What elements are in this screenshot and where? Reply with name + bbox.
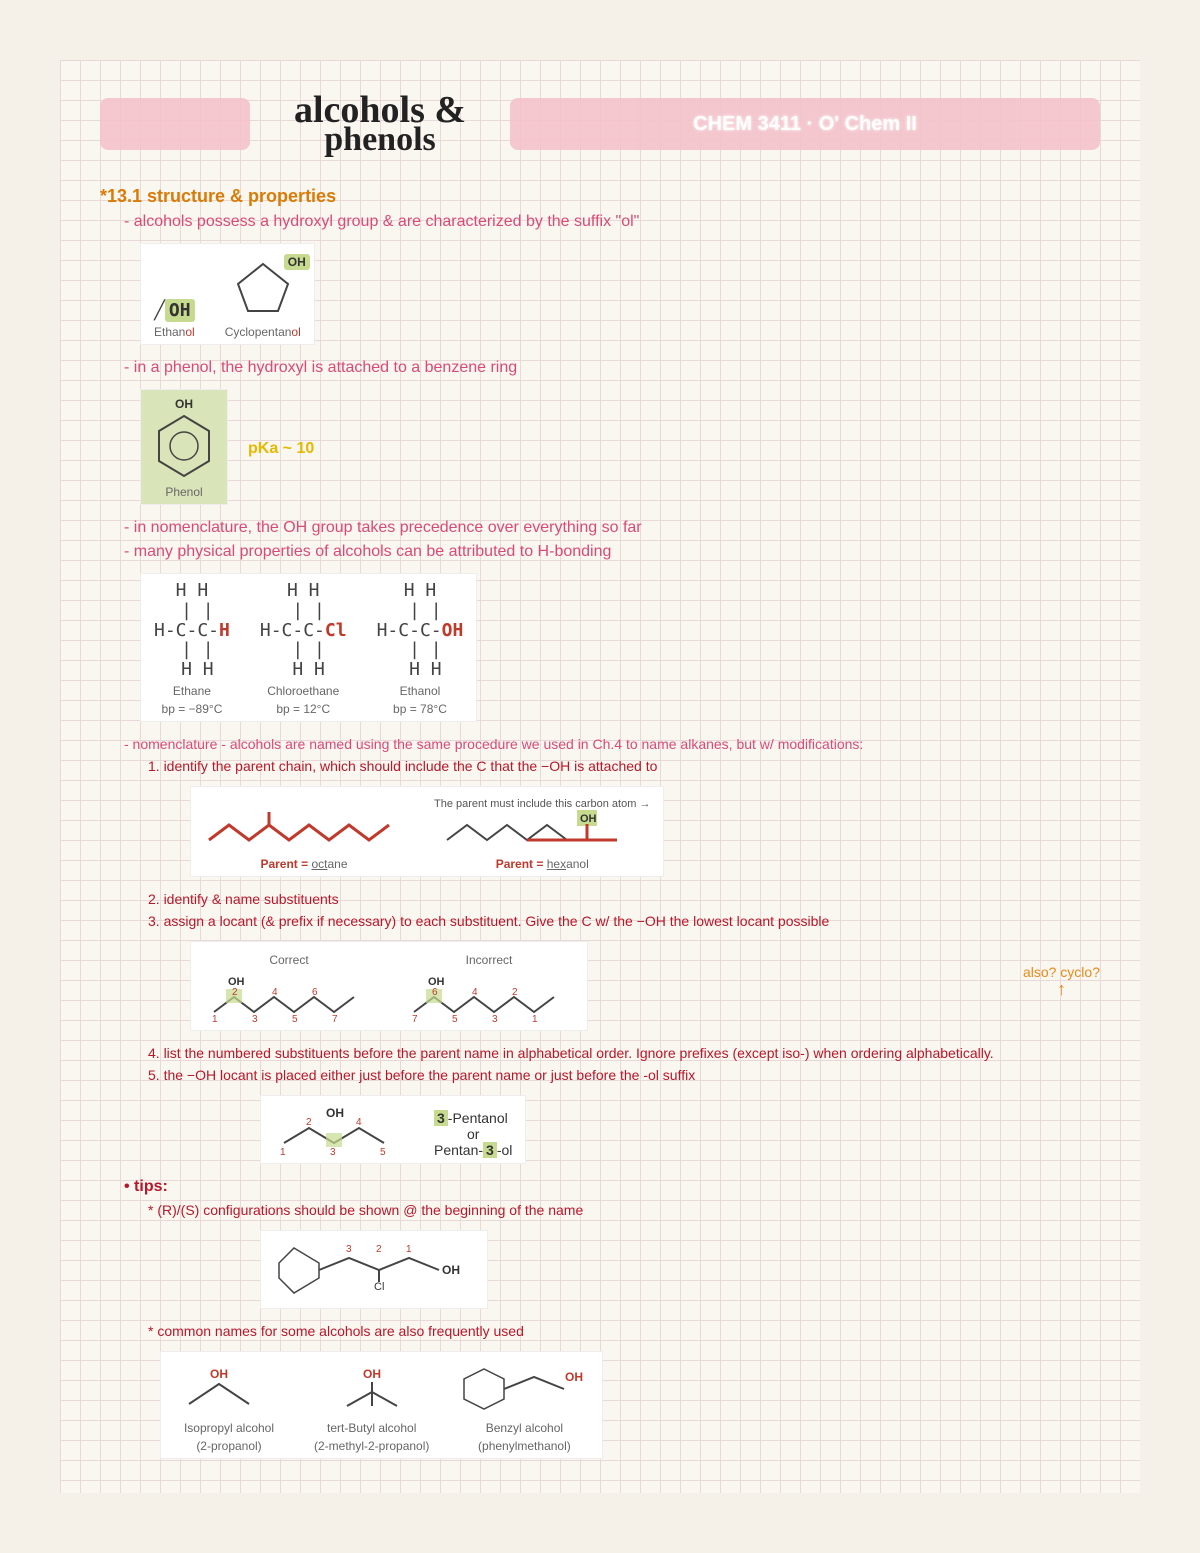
svg-text:4: 4 [356,1117,362,1128]
benzene-ring-icon [154,411,214,481]
svg-text:4: 4 [272,987,278,998]
svg-text:2: 2 [376,1244,382,1255]
fig-phenol: OH Phenol [140,389,228,505]
fig-ethanol-cyclopentanol: ╱OH Ethanol OH Cyclopentanol [140,243,315,345]
svg-text:2: 2 [306,1117,312,1128]
correct-locant-icon: OH 1 2 3 4 5 6 7 [204,967,374,1022]
ethanol-label: Ethan [154,325,185,339]
label-correct: Correct [204,953,374,967]
label-incorrect: Incorrect [404,953,574,967]
svg-text:7: 7 [412,1014,418,1022]
common-alcohol: OHIsopropyl alcohol(2-propanol) [174,1364,284,1453]
svg-text:5: 5 [452,1014,458,1022]
tip-rs-config: * (R)/(S) configurations should be shown… [148,1202,1100,1218]
common-alcohol: OHBenzyl alcohol(phenylmethanol) [459,1359,589,1453]
tip-common-names: * common names for some alcohols are als… [148,1323,1100,1339]
svg-text:6: 6 [432,987,438,998]
svg-text:OH: OH [210,1367,228,1381]
svg-text:7: 7 [332,1014,338,1022]
tips-heading: • tips: [124,1178,1100,1196]
svg-text:3: 3 [252,1014,258,1022]
nomen-step-3: 3. assign a locant (& prefix if necessar… [148,913,1100,929]
struct-cyclopentanol: OH Cyclopentanol [225,251,301,339]
note-hbonding: - many physical properties of alcohols c… [124,543,1100,561]
svg-text:OH: OH [580,813,597,825]
cyclopentanol-label: Cyclopentan [225,325,292,339]
pentanol-icon: OH 1 2 3 4 5 [274,1103,404,1158]
fig-correct-incorrect: Correct OH 1 2 3 4 5 6 7 Incorrect [190,941,588,1031]
ethanol-suffix: ol [185,325,194,339]
svg-text:1: 1 [532,1014,538,1022]
bp-entry: H H | | H-C-C-H | | H HEthanebp = −89°C [154,581,230,716]
rs-example-icon: OH Cl 3 2 1 [274,1238,474,1298]
title-line2: phenols [250,123,510,157]
bp-entry: H H | | H-C-C-OH | | H HEthanolbp = 78°C [377,581,464,716]
struct-ethanol: ╱OH Ethanol [154,301,195,339]
struct-correct-numbering: Correct OH 1 2 3 4 5 6 7 [204,949,374,1025]
nomen-step-4: 4. list the numbered substituents before… [148,1045,1100,1061]
octane-chain-icon [204,810,404,850]
svg-text:5: 5 [380,1147,386,1158]
section-heading: *13.1 structure & properties [100,186,1100,207]
svg-text:2: 2 [512,987,518,998]
svg-text:1: 1 [280,1147,286,1158]
svg-text:Cl: Cl [374,1281,384,1293]
cyclopentanol-suffix: ol [291,325,300,339]
nomen-step-5: 5. the −OH locant is placed either just … [148,1067,1100,1083]
svg-text:1: 1 [406,1244,412,1255]
course-banner: CHEM 3411 · O' Chem II [510,98,1100,150]
svg-text:3: 3 [330,1147,336,1158]
svg-text:OH: OH [565,1370,583,1384]
fig-common-alcohols: OHIsopropyl alcohol(2-propanol) OHtert-Bu… [160,1351,603,1459]
note-phenol-def: - in a phenol, the hydroxyl is attached … [124,359,1100,377]
note-precedence: - in nomenclature, the OH group takes pr… [124,519,1100,537]
svg-text:OH: OH [326,1106,344,1120]
page-title: alcohols & phenols [250,91,510,157]
header-pill-left [100,98,250,150]
fig-pentanol: OH 1 2 3 4 5 3-Pentanol or Pentan-3-ol [260,1095,526,1164]
nomen-step-2: 2. identify & name substituents [148,891,1100,907]
page-header: alcohols & phenols CHEM 3411 · O' Chem I… [100,90,1100,158]
incorrect-locant-icon: OH 7 6 5 4 3 2 1 [404,967,574,1022]
svg-text:3: 3 [492,1014,498,1022]
svg-text:1: 1 [212,1014,218,1022]
note-nomen-mods: - nomenclature - alcohols are named usin… [124,736,1100,752]
svg-text:OH: OH [442,1263,460,1277]
nomen-step-1: 1. identify the parent chain, which shou… [148,758,1100,774]
bp-entry: H H | | H-C-C-Cl | | H HChloroethanebp =… [260,581,347,716]
fig-bp-comparison: H H | | H-C-C-H | | H HEthanebp = −89°C H… [140,573,477,722]
svg-text:3: 3 [346,1244,352,1255]
fig-rs-config: OH Cl 3 2 1 [260,1230,488,1309]
struct-incorrect-numbering: Incorrect OH 7 6 5 4 3 2 1 [404,949,574,1025]
parent-hint: The parent must include this carbon atom… [434,798,650,810]
svg-text:OH: OH [363,1367,381,1381]
pka-annotation: pKa ~ 10 [248,440,314,458]
common-alcohol: OHtert-Butyl alcohol(2-methyl-2-propanol… [314,1364,429,1453]
svg-text:5: 5 [292,1014,298,1022]
struct-octane: Parent = octane [204,810,404,871]
hexanol-chain-icon: OH [442,810,642,850]
notes-page: alcohols & phenols CHEM 3411 · O' Chem I… [60,60,1140,1493]
svg-text:4: 4 [472,987,478,998]
struct-hexanol: The parent must include this carbon atom… [434,794,650,871]
fig-parent-chain: Parent = octane The parent must include … [190,786,664,877]
svg-text:6: 6 [312,987,318,998]
pentanol-or: or [434,1126,512,1142]
svg-text:2: 2 [232,987,238,998]
note-alcohol-def: - alcohols possess a hydroxyl group & ar… [124,213,1100,231]
margin-note-cyclo: also? cyclo? [1023,965,1100,1000]
phenol-label: Phenol [154,485,214,499]
